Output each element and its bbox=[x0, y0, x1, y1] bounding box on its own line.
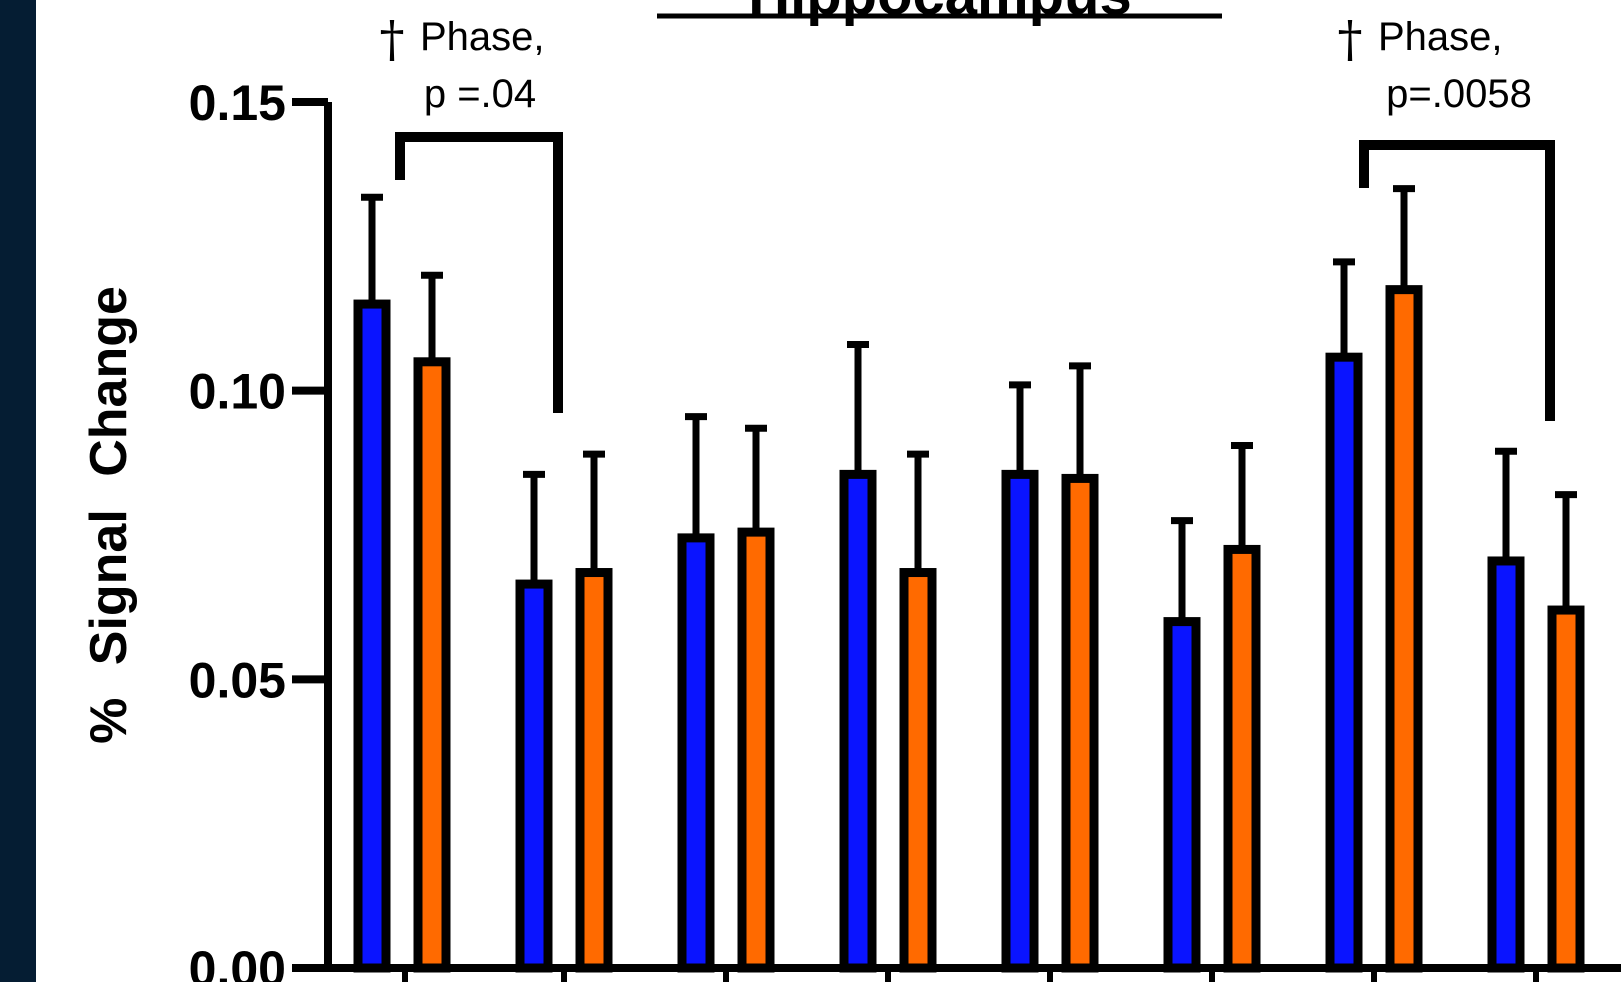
x-ticks bbox=[402, 968, 1539, 982]
y-axis-label: % Signal Change bbox=[80, 286, 138, 744]
annotations: † Phase, p =.04 † Phase, p=.0058 bbox=[380, 10, 1555, 421]
bar-0-1 bbox=[413, 357, 451, 973]
bars bbox=[353, 185, 1585, 973]
significance-bracket-0 bbox=[395, 132, 563, 413]
y-ticks: 0.15 0.10 0.05 0.00 bbox=[189, 75, 328, 982]
significance-bracket-1 bbox=[1359, 140, 1555, 421]
y-tick-label-1: 0.10 bbox=[189, 364, 286, 420]
annotation-line2-0: p =.04 bbox=[424, 72, 536, 116]
bar-3-1 bbox=[899, 568, 937, 973]
y-tick-label-2: 0.05 bbox=[189, 652, 286, 708]
side-band bbox=[0, 0, 36, 982]
bar-7-1 bbox=[1547, 605, 1585, 973]
bar-3-0 bbox=[839, 469, 877, 973]
annotation-line1-1: Phase, bbox=[1378, 15, 1503, 59]
dagger-0: † bbox=[380, 10, 405, 68]
bar-6-0 bbox=[1325, 352, 1363, 973]
annotation-line1-0: Phase, bbox=[420, 15, 545, 59]
y-tick-label-0: 0.15 bbox=[189, 75, 286, 131]
bar-0-0 bbox=[353, 299, 391, 973]
bar-7-0 bbox=[1487, 556, 1525, 973]
annotation-line2-1: p=.0058 bbox=[1386, 72, 1532, 116]
y-tick-label-3: 0.00 bbox=[189, 941, 286, 982]
bar-6-1 bbox=[1385, 285, 1423, 973]
bar-1-1 bbox=[575, 568, 613, 973]
bar-4-0 bbox=[1001, 469, 1039, 973]
bar-2-1 bbox=[737, 527, 775, 973]
bar-5-1 bbox=[1223, 544, 1261, 973]
bar-4-1 bbox=[1061, 473, 1099, 973]
dagger-1: † bbox=[1338, 10, 1363, 68]
bar-5-0 bbox=[1163, 617, 1201, 973]
bar-1-0 bbox=[515, 579, 553, 973]
bar-2-0 bbox=[677, 533, 715, 973]
